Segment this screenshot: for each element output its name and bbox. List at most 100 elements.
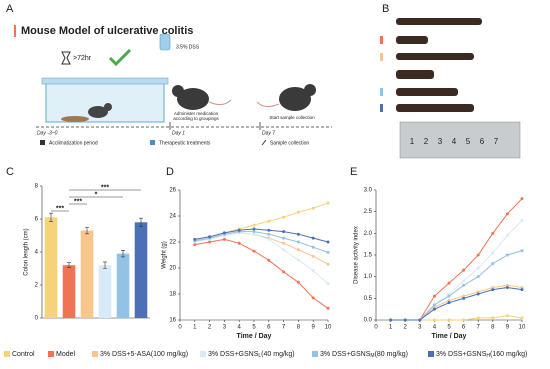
y-tick-label: 8 (35, 184, 39, 190)
significance-label: *** (101, 184, 109, 191)
point (491, 251, 495, 255)
legend-swatch (48, 351, 54, 357)
legend-text-part: (80 mg/kg) (375, 351, 408, 358)
point (418, 318, 422, 322)
x-tick-label: 8 (297, 325, 301, 331)
point (296, 210, 300, 214)
point (462, 296, 466, 300)
check-mark (108, 48, 132, 67)
point (476, 292, 480, 296)
point (520, 288, 524, 292)
point (389, 318, 393, 322)
wait-label: >72hr (73, 55, 92, 62)
y-tick-label: 4 (35, 250, 39, 256)
point (403, 318, 407, 322)
point (267, 228, 271, 232)
phase-label: Acclimatization period (49, 140, 98, 146)
medication-label: Administer medication (174, 111, 219, 116)
point (193, 243, 197, 247)
line (194, 232, 329, 284)
legend-text-part: Model (56, 351, 76, 358)
x-tick-label: 10 (325, 325, 332, 331)
point (222, 231, 226, 235)
point (505, 314, 509, 318)
legend-text-part: 3% DSS+5-ASA(100 mg/kg) (100, 351, 188, 358)
point (252, 249, 256, 253)
y-tick-label: 0.5 (364, 296, 373, 302)
point (462, 268, 466, 272)
point (296, 240, 300, 244)
line (194, 228, 329, 243)
significance-label: *** (56, 205, 64, 212)
bottle (159, 33, 171, 51)
point (222, 237, 226, 241)
point (208, 235, 212, 239)
line (390, 286, 523, 321)
point (282, 248, 286, 252)
cage (41, 77, 169, 123)
bar (98, 265, 112, 318)
x-tick-label: 0 (178, 325, 182, 331)
day-label: Day -3~0 (37, 130, 58, 136)
y-axis-label: Colon length (cm) (24, 228, 30, 275)
panel-label: E (350, 166, 357, 178)
legend-text-part: (160 mg/kg) (490, 351, 527, 358)
ruler-number: 6 (480, 137, 485, 146)
point (432, 294, 436, 298)
point (447, 299, 451, 302)
y-tick-label: 2 (35, 283, 39, 289)
point (252, 227, 256, 231)
x-tick-label: 7 (477, 325, 481, 331)
point (505, 253, 509, 257)
y-tick-label: 1.0 (364, 274, 373, 280)
ruler-number: 1 (410, 137, 415, 146)
line (390, 250, 523, 321)
phase-icon (261, 139, 267, 146)
point (520, 197, 524, 201)
dss-label: 3.5% DSS (176, 44, 200, 50)
x-tick-label: 3 (223, 325, 227, 331)
point (311, 206, 315, 210)
bar (80, 230, 94, 318)
x-tick-label: 2 (208, 325, 212, 331)
point (462, 294, 466, 298)
point (326, 282, 330, 286)
point (311, 296, 315, 300)
x-tick-label: 5 (447, 325, 451, 331)
y-tick-label: 2.0 (364, 231, 373, 237)
y-tick-label: 20 (169, 266, 176, 272)
y-tick-label: 6 (35, 217, 39, 223)
x-tick-label: 9 (506, 325, 510, 331)
point (311, 245, 315, 249)
x-tick-label: 6 (462, 325, 466, 331)
point (491, 286, 495, 289)
point (267, 219, 271, 223)
y-tick-label: 1.5 (364, 253, 373, 259)
point (282, 236, 286, 240)
point (326, 306, 330, 310)
legend-text-part: L (258, 353, 261, 359)
phase-label: Therapeutic treatments (159, 140, 211, 146)
schematic-title: Mouse Model of ulcerative colitis (21, 25, 193, 37)
point (237, 228, 241, 232)
point (520, 316, 524, 320)
error-bar (85, 226, 89, 235)
line (194, 238, 329, 309)
ruler-number: 3 (438, 137, 443, 146)
point (520, 249, 524, 253)
mouse (256, 84, 316, 111)
error-bar (67, 262, 71, 268)
title-bar (14, 25, 16, 37)
error-bar (103, 261, 107, 269)
point (296, 232, 300, 236)
point (491, 262, 495, 266)
point (296, 258, 300, 262)
ruler (399, 121, 521, 159)
point (462, 318, 466, 322)
hourglass-icon (61, 51, 71, 65)
phase-icon (40, 140, 45, 145)
legend-swatch (428, 351, 434, 357)
y-tick-label: 18 (169, 292, 176, 298)
medication-label: according to groupings (173, 116, 219, 121)
